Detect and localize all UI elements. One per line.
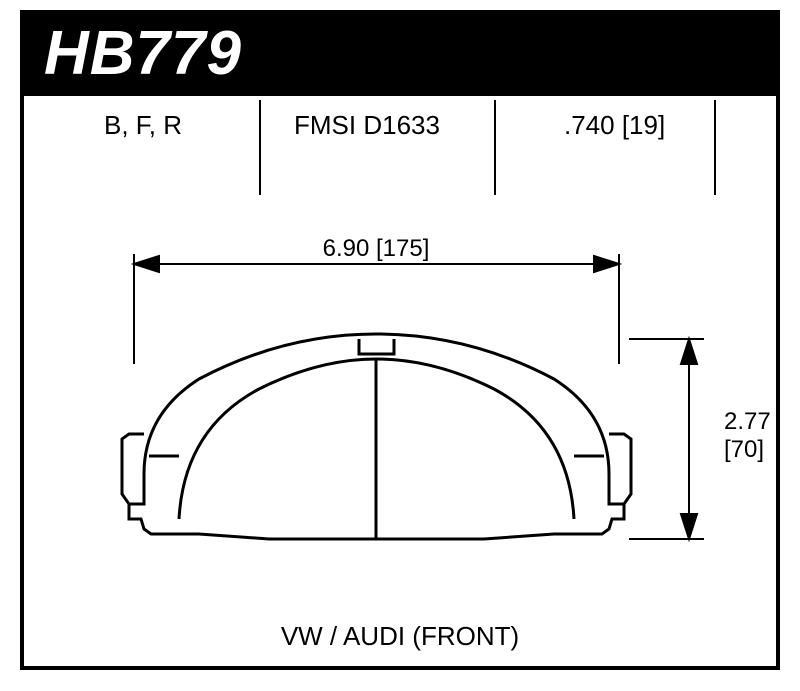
divider <box>494 100 496 195</box>
fmsi-label: FMSI D1633 <box>294 110 440 141</box>
divider <box>259 100 261 195</box>
width-dimension: 6.90 [175] <box>323 235 430 262</box>
spec-row: B, F, R FMSI D1633 .740 [19] <box>24 100 776 200</box>
thickness-label: .740 [19] <box>564 110 665 141</box>
height-dimension-line2: [70] <box>724 436 764 463</box>
variants-label: B, F, R <box>104 110 182 141</box>
part-number: HB779 <box>44 18 242 89</box>
diagram-area: 6.90 [175] 2.77 [70] <box>24 204 776 606</box>
title-bar: HB779 <box>20 10 780 96</box>
application-label: VW / AUDI (FRONT) <box>24 621 776 652</box>
height-dimension-line1: 2.77 <box>724 408 771 435</box>
frame: HB779 B, F, R FMSI D1633 .740 [19] 6.90 … <box>20 10 780 670</box>
brake-pad-outline <box>122 334 631 539</box>
divider <box>714 100 716 195</box>
brake-pad-diagram: 6.90 [175] 2.77 [70] <box>24 204 784 614</box>
